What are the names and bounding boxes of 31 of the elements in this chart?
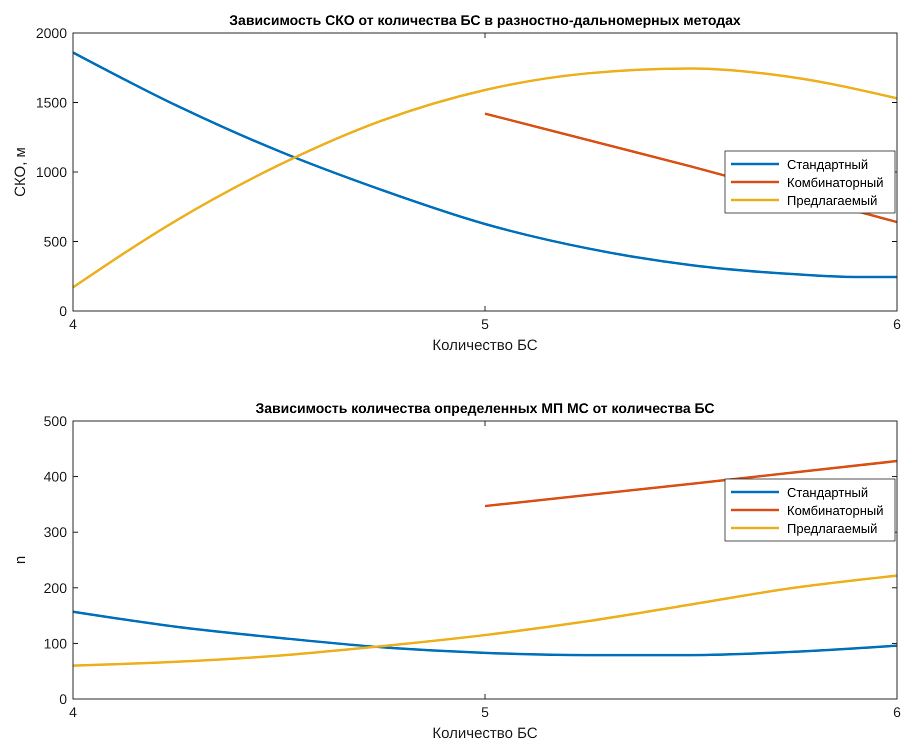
- y-tick-label: 0: [59, 691, 68, 707]
- y-tick-label: 2000: [36, 25, 68, 41]
- x-tick-label: 4: [69, 704, 78, 720]
- legend-label: Предлагаемый: [787, 521, 878, 536]
- y-axis-title: n: [12, 556, 29, 564]
- y-tick-label: 1000: [36, 164, 68, 180]
- x-tick-label: 6: [893, 704, 902, 720]
- chart-title: Зависимость количества определенных МП МС от количества БС: [255, 400, 715, 416]
- legend-label: Стандартный: [787, 157, 868, 172]
- line-series: [72, 574, 898, 667]
- legend-label: Комбинаторный: [787, 175, 884, 190]
- x-tick-label: 5: [481, 704, 490, 720]
- y-tick-label: 0: [59, 303, 68, 319]
- y-tick-label: 500: [44, 234, 68, 250]
- y-tick-label: 100: [44, 635, 68, 652]
- y-tick-label: 1500: [36, 94, 68, 110]
- y-axis-title: СКО, м: [12, 147, 29, 197]
- x-tick-label: 6: [893, 316, 902, 332]
- legend-label: Стандартный: [787, 485, 868, 500]
- legend-label: Комбинаторный: [787, 503, 884, 518]
- x-axis-title: Количество БС: [432, 725, 538, 742]
- x-tick-label: 4: [69, 316, 78, 332]
- chart-title: Зависимость СКО от количества БС в разностно-дальномерных методах: [229, 12, 741, 28]
- y-tick-label: 300: [44, 524, 68, 540]
- y-tick-label: 200: [44, 580, 68, 596]
- x-tick-label: 5: [481, 316, 490, 332]
- y-tick-label: 400: [44, 468, 68, 485]
- line-series: [72, 610, 898, 656]
- y-tick-label: 500: [44, 413, 68, 429]
- x-axis-title: Количество БС: [432, 337, 538, 354]
- legend-label: Предлагаемый: [787, 193, 878, 208]
